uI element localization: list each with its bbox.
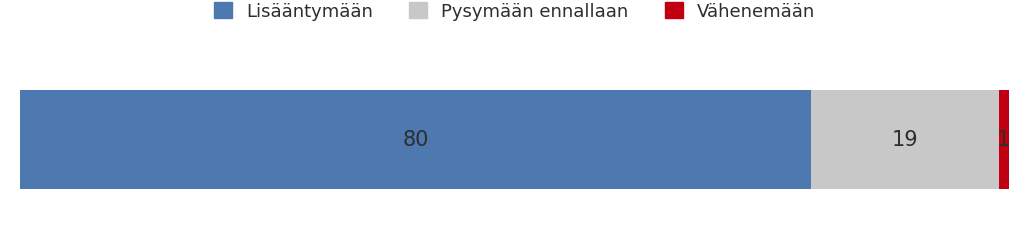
Legend: Lisääntymään, Pysymään ennallaan, Vähenemään: Lisääntymään, Pysymään ennallaan, Vähene… [214, 2, 815, 20]
Bar [20, 90, 811, 189]
Text: 19: 19 [892, 130, 919, 149]
Bar [998, 90, 1009, 189]
Text: 1: 1 [997, 130, 1011, 149]
Bar [811, 90, 998, 189]
Text: 80: 80 [402, 130, 429, 149]
